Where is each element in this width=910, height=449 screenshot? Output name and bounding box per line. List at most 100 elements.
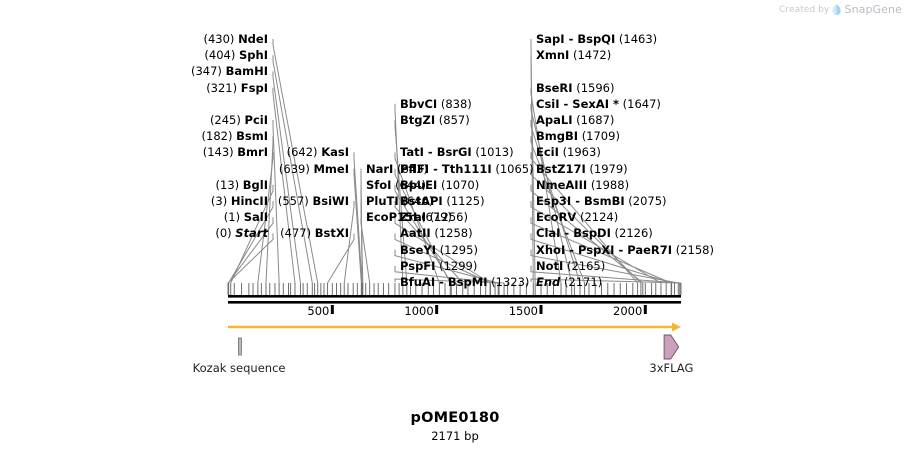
enzyme-label[interactable]: TatI - BsrGI (1013) (400, 146, 514, 158)
enzyme-name: ApaLI (536, 113, 573, 127)
enzyme-label[interactable]: (347) BamHI (0, 65, 268, 77)
enzyme-position: (1463) (618, 32, 658, 46)
enzyme-label[interactable]: AatII (1258) (400, 227, 473, 239)
enzyme-label[interactable]: ApaLI (1687) (536, 114, 614, 126)
enzyme-label[interactable]: PflFI - Tth111I (1065) (400, 163, 534, 175)
backbone-top-rule (228, 295, 681, 298)
enzyme-position: (1709) (581, 129, 620, 144)
restriction-site-ticks-group (227, 283, 682, 295)
enzyme-leader-line (227, 233, 274, 284)
enzyme-label[interactable]: SapI - BspQI (1463) (536, 33, 657, 45)
enzyme-label[interactable]: BseRI (1596) (536, 82, 614, 94)
enzyme-position: (13) (215, 177, 240, 192)
enzyme-name: SalI (243, 210, 268, 225)
enzyme-label[interactable]: EciI (1963) (536, 146, 601, 158)
enzyme-leader-line (530, 278, 682, 284)
enzyme-name: CsiI (536, 96, 560, 111)
enzyme-leader-line (227, 217, 274, 284)
enzyme-label[interactable]: NarI (643) (366, 163, 428, 175)
enzyme-label[interactable]: PspFI (1299) (400, 260, 477, 272)
enzyme-position: (347) (190, 64, 222, 79)
enzyme-label[interactable]: CsiI - SexAI * (1647) (536, 98, 661, 110)
enzyme-label[interactable]: BstAPI (1125) (400, 195, 485, 207)
enzyme-leader-line (394, 233, 491, 284)
enzyme-label[interactable]: PluTI (646) (366, 195, 433, 207)
enzyme-position: (1687) (576, 113, 615, 127)
ruler-tick-label: 1500 (508, 304, 538, 318)
enzyme-label[interactable]: BtgZI (857) (400, 114, 470, 126)
enzyme-name: BseRI (536, 80, 573, 95)
enzyme-label[interactable]: SfoI (644) (366, 179, 426, 191)
enzyme-label[interactable]: NmeAIII (1988) (536, 179, 629, 191)
enzyme-label[interactable]: End (2171) (536, 276, 602, 288)
enzyme-label[interactable]: EcoRV (2124) (536, 211, 618, 223)
enzyme-label[interactable]: (642) KasI (0, 146, 349, 158)
enzyme-name: AatII (400, 226, 431, 241)
enzyme-label[interactable]: (404) SphI (0, 49, 268, 61)
enzyme-leader-line (257, 152, 274, 284)
enzyme-label[interactable]: ZraI (1256) (400, 211, 468, 223)
enzyme-leader-line (394, 265, 500, 284)
enzyme-label[interactable]: (13) BglI (0, 179, 268, 191)
enzyme-leader-line (353, 168, 362, 284)
feature-caption: 3xFLAG (649, 361, 694, 375)
enzyme-label[interactable]: (1) SalI (0, 211, 268, 223)
enzyme-leader-line (530, 265, 680, 284)
enzyme-label[interactable]: NotI (2165) (536, 260, 605, 272)
enzyme-name: PspFI (400, 258, 436, 273)
enzyme-leader-line (272, 39, 319, 284)
enzyme-position: (679) (420, 210, 452, 225)
enzyme-label[interactable]: BbvCI (838) (400, 98, 472, 110)
enzyme-label[interactable]: (321) FspI (0, 82, 268, 94)
enzyme-label[interactable]: (477) BstXI (0, 227, 349, 239)
enzyme-name: BspMI (447, 275, 488, 289)
enzyme-name: BpuEI (400, 177, 438, 192)
enzyme-label[interactable]: EcoP15I (679) (366, 211, 452, 223)
enzyme-name-separator: - (614, 242, 628, 257)
enzyme-leader-line (530, 249, 679, 284)
enzyme-label[interactable]: XmnI (1472) (536, 49, 611, 61)
enzyme-name: BsrGI (436, 145, 472, 160)
enzyme-label[interactable]: BpuEI (1070) (400, 179, 479, 191)
enzyme-label[interactable]: (0) Start (0, 227, 268, 239)
enzyme-name: BmgBI (536, 129, 579, 144)
enzyme-name: EcoRV (536, 210, 577, 225)
enzyme-label[interactable]: (3) HincII (0, 195, 268, 207)
enzyme-leader-line (228, 201, 274, 284)
enzyme-position: (1256) (429, 210, 468, 225)
enzyme-label[interactable]: (182) BsmI (0, 130, 268, 142)
enzyme-name-separator: - (565, 242, 579, 257)
enzyme-position: (1647) (622, 96, 661, 111)
kozak-feature-bar (238, 337, 242, 356)
enzyme-label[interactable]: XhoI - PspXI - PaeR7I (2158) (536, 244, 714, 256)
enzyme-label[interactable]: (245) PciI (0, 114, 268, 126)
enzyme-position: (143) (202, 145, 234, 160)
enzyme-label[interactable]: (639) MmeI (0, 163, 349, 175)
enzyme-position: (2075) (628, 194, 667, 208)
enzyme-name: BstXI (314, 226, 349, 241)
enzyme-position: (1065) (495, 161, 534, 176)
enzyme-label[interactable]: (143) BmrI (0, 146, 268, 158)
enzyme-position: (182) (201, 129, 233, 144)
enzyme-label[interactable]: BstZ17I (1979) (536, 163, 628, 175)
enzyme-label[interactable]: (430) NdeI (0, 33, 268, 45)
enzyme-position: (0) (215, 226, 232, 241)
enzyme-label[interactable]: (557) BsiWI (0, 195, 349, 207)
enzyme-name: MmeI (313, 161, 349, 176)
orf-arrow-head (672, 322, 681, 332)
enzyme-name: TatI (400, 145, 424, 160)
enzyme-label[interactable]: BmgBI (1709) (536, 130, 620, 142)
enzyme-position: (643) (397, 161, 428, 176)
enzyme-label[interactable]: BseYI (1295) (400, 244, 478, 256)
enzyme-leader-line (530, 184, 644, 284)
enzyme-label[interactable]: Esp3I - BsmBI (2075) (536, 195, 667, 207)
enzyme-label[interactable]: BfuAI - BspMI (1323) (400, 276, 529, 288)
enzyme-position: (3) (210, 194, 228, 208)
enzyme-name: BstZ17I (536, 161, 586, 176)
ruler-tick-mark (539, 305, 543, 314)
enzyme-position: (1070) (440, 177, 480, 192)
enzyme-label[interactable]: ClaI - BspDI (2126) (536, 227, 653, 239)
enzyme-name: BstAPI (400, 194, 443, 208)
enzyme-leader-line (272, 87, 296, 284)
flag-feature-arrow (663, 334, 680, 360)
